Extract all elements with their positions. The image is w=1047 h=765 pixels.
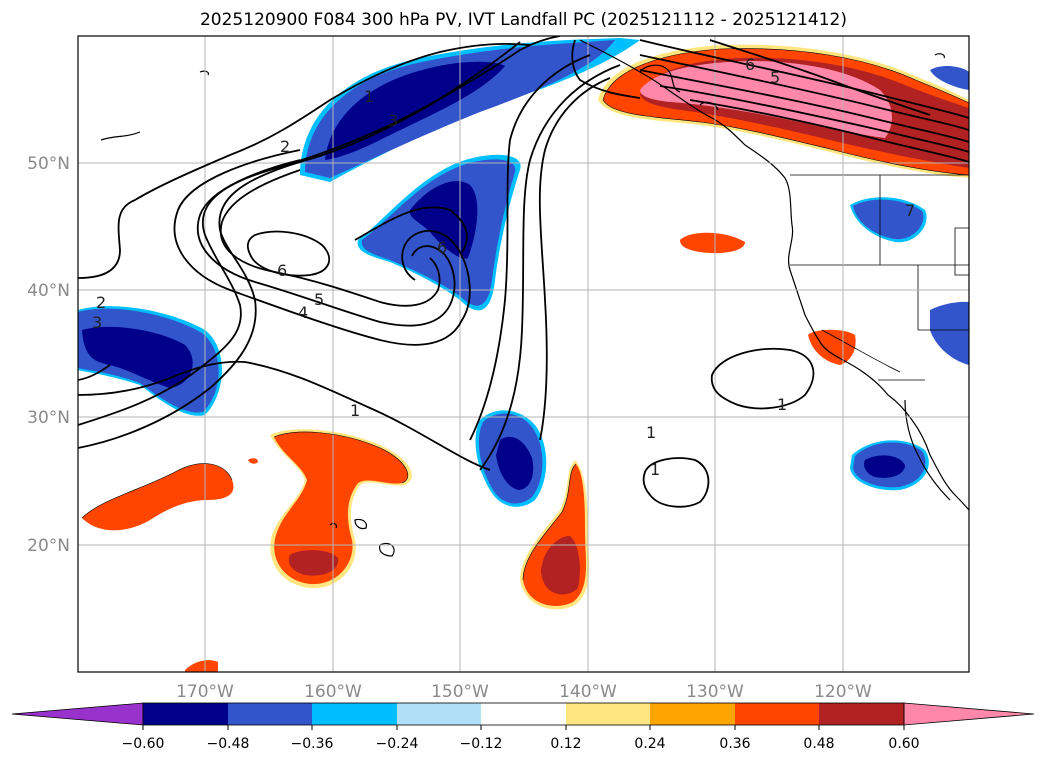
contour-ring-outer xyxy=(78,42,531,471)
contour-label: 6 xyxy=(745,55,755,74)
colorbar-segment xyxy=(481,703,566,725)
colorbar-tick: 0.24 xyxy=(634,736,665,752)
contour-label: 1 xyxy=(646,423,656,442)
contour-label: 3 xyxy=(388,111,398,130)
contour-label: 5 xyxy=(770,68,780,87)
lon-label: 120°W xyxy=(814,682,872,702)
contour-label: 6 xyxy=(277,261,287,280)
contour-label: 2 xyxy=(280,137,290,156)
gridlines xyxy=(78,36,969,672)
lat-label: 30°N xyxy=(27,408,70,428)
contour-label: 1 xyxy=(350,401,360,420)
state-borders xyxy=(790,174,969,381)
lat-label: 20°N xyxy=(27,536,70,556)
colorbar-tick: 0.48 xyxy=(803,736,834,752)
colorbar-segment xyxy=(143,703,228,725)
contour-label: 2 xyxy=(96,293,106,312)
colorbar-tick: 0.36 xyxy=(719,736,750,752)
map-panel: 1 2 3 6 5 4 2 3 1 1 1 6 5 6 1 7 xyxy=(78,36,969,672)
contour-label: 7 xyxy=(905,201,915,220)
colorbar-tick: 0.12 xyxy=(550,736,581,752)
colorbar-tick: −0.60 xyxy=(122,736,165,752)
lon-label: 130°W xyxy=(686,682,744,702)
colorbar: −0.60 −0.48 −0.36 −0.24 −0.12 0.12 0.24 … xyxy=(11,702,1035,752)
lat-label: 50°N xyxy=(27,154,70,174)
contour-label: 1 xyxy=(777,395,787,414)
contour-label: 5 xyxy=(314,290,324,309)
colorbar-tick: −0.12 xyxy=(460,736,503,752)
contour-label: 1 xyxy=(650,460,660,479)
colorbar-tick: 0.60 xyxy=(888,736,919,752)
colorbar-segment xyxy=(566,703,650,725)
lon-label: 150°W xyxy=(431,682,489,702)
colorbar-segment xyxy=(735,703,819,725)
lon-label: 140°W xyxy=(559,682,617,702)
colorbar-segment xyxy=(312,703,397,725)
lat-label: 40°N xyxy=(27,281,70,301)
colorbar-tick: −0.24 xyxy=(376,736,419,752)
ivt-contours xyxy=(78,36,969,508)
contour-label: 6 xyxy=(437,238,447,257)
map-frame xyxy=(77,35,970,673)
longitude-labels: 170°W 160°W 150°W 140°W 130°W 120°W xyxy=(176,682,872,702)
latitude-labels: 50°N 40°N 30°N 20°N xyxy=(27,154,70,556)
contour-label: 1 xyxy=(364,87,374,106)
colorbar-extend-right xyxy=(903,702,1035,726)
colorbar-segment xyxy=(228,703,312,725)
contour-label: 3 xyxy=(92,313,102,332)
lon-label: 170°W xyxy=(176,682,234,702)
lon-label: 160°W xyxy=(304,682,362,702)
figure-title: 2025120900 F084 300 hPa PV, IVT Landfall… xyxy=(199,10,847,30)
colorbar-segment xyxy=(650,703,735,725)
contour-labels: 1 2 3 6 5 4 2 3 1 1 1 6 5 6 1 7 xyxy=(92,55,915,479)
contour-label: 4 xyxy=(298,303,308,322)
colorbar-extend-left xyxy=(11,702,144,726)
contour-inner xyxy=(246,230,331,277)
blob-edges xyxy=(81,48,969,581)
colorbar-tick: −0.36 xyxy=(291,736,334,752)
colorbar-segment xyxy=(397,703,481,725)
colorbar-segment xyxy=(819,703,904,725)
colorbar-tick: −0.48 xyxy=(207,736,250,752)
